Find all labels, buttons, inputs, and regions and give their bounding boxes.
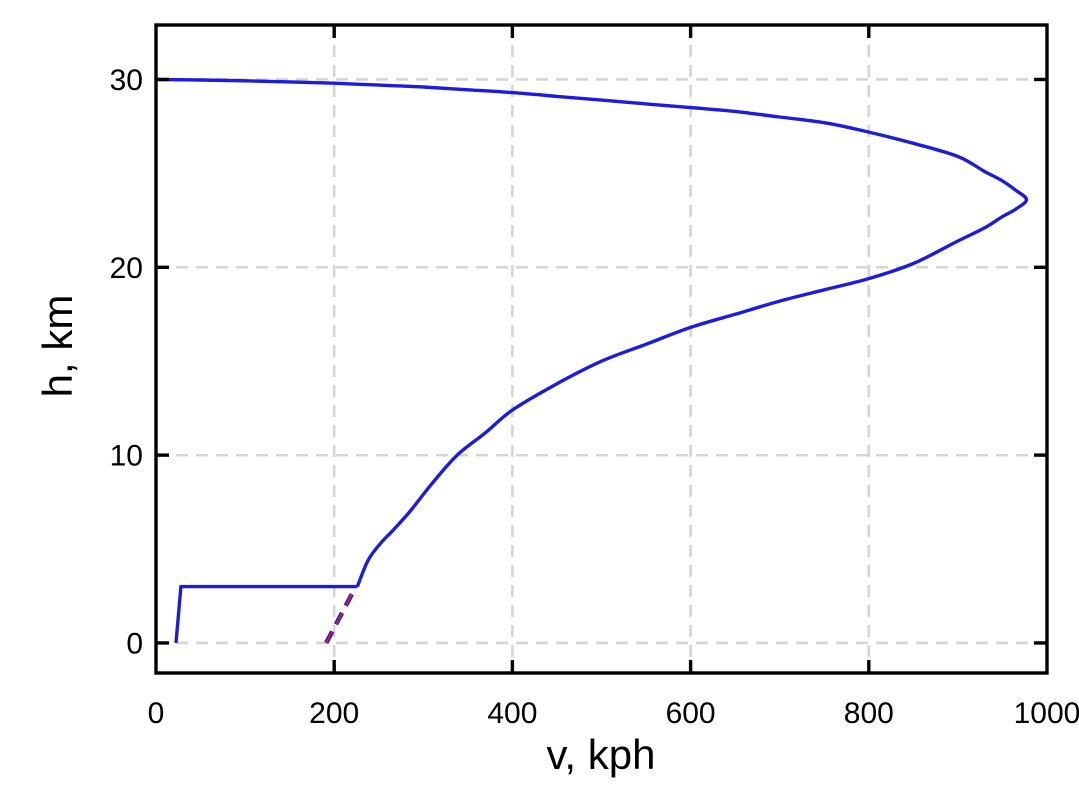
x-tick-label-0: 0: [148, 697, 165, 730]
y-tick-label-20: 20: [110, 252, 143, 285]
x-tick-labels: 0 200 400 600 800 1000: [148, 697, 1079, 730]
y-tick-label-10: 10: [110, 440, 143, 473]
x-tick-label-800: 800: [844, 697, 894, 730]
climb-floor-segment: [174, 584, 358, 644]
y-tick-label-0: 0: [126, 627, 143, 660]
flight-envelope-curve: [157, 77, 1029, 588]
y-tick-labels: 0 10 20 30: [110, 64, 143, 660]
plot-frame: [154, 23, 1049, 675]
data-series: [157, 77, 1029, 644]
axis-ticks: [156, 25, 1047, 673]
x-tick-label-1000: 1000: [1014, 697, 1079, 730]
gridlines: [156, 25, 1047, 673]
takeoff-dashed-segment: [325, 591, 354, 644]
y-axis-title: h, km: [34, 295, 81, 398]
x-tick-label-600: 600: [666, 697, 716, 730]
y-tick-label-30: 30: [110, 64, 143, 97]
x-axis-title: v, kph: [547, 731, 656, 778]
x-tick-label-400: 400: [487, 697, 537, 730]
x-tick-label-200: 200: [309, 697, 359, 730]
